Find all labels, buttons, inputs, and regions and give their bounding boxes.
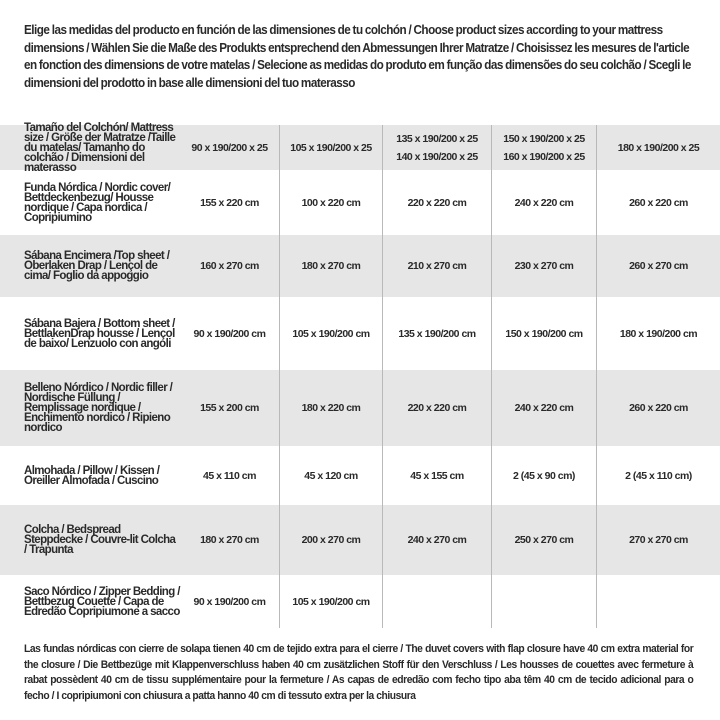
row-top-sheet: Sábana Encimera /Top sheet / Oberlaken D… (0, 235, 720, 297)
product-label: Saco Nórdico / Zipper Bedding / Bettbezu… (24, 585, 180, 618)
size-cell: 200 x 270 cm (280, 505, 383, 575)
mattress-size-value: 150 x 190/200 x 25 (503, 132, 585, 145)
size-cell: 90 x 190/200 cm (180, 297, 280, 370)
size-cell: 160 x 270 cm (180, 235, 280, 297)
size-cell: 210 x 270 cm (383, 235, 492, 297)
row-bottom-sheet: Sábana Bajera / Bottom sheet / Bettlaken… (0, 297, 720, 370)
mattress-size-value: 135 x 190/200 x 25 (396, 132, 478, 145)
row-zipper-bedding: Saco Nórdico / Zipper Bedding / Bettbezu… (0, 575, 720, 628)
size-cell: 90 x 190/200 cm (180, 575, 280, 628)
mattress-size-value: 180 x 190/200 x 25 (617, 141, 700, 154)
size-cell: 155 x 200 cm (180, 370, 280, 446)
size-cell (597, 575, 720, 628)
product-label: Sábana Encimera /Top sheet / Oberlaken D… (24, 250, 170, 282)
row-pillow: Almohada / Pillow / Kissen / Oreiller Al… (0, 446, 720, 505)
mattress-size-value: 105 x 190/200 x 25 (290, 141, 372, 154)
footer-note: Las fundas nórdicas con cierre de solapa… (24, 643, 694, 702)
size-cell: 260 x 220 cm (629, 196, 688, 209)
size-cell: 45 x 155 cm (383, 446, 492, 505)
size-cell: 240 x 220 cm (492, 170, 597, 235)
row-duvet-filler: Belleno Nórdico / Nordic filler / Nordis… (0, 370, 720, 446)
size-cell: 230 x 270 cm (492, 235, 597, 297)
size-cell: 135 x 190/200 cm (383, 297, 492, 370)
size-cell: 105 x 190/200 cm (280, 575, 383, 628)
mattress-size-value: 90 x 190/200 x 25 (191, 141, 268, 154)
product-label: Belleno Nórdico / Nordic filler / Nordis… (24, 382, 173, 434)
size-cell: 105 x 190/200 cm (280, 297, 383, 370)
header-mattress-size: 135 x 190/200 x 25 140 x 190/200 x 25 (383, 125, 492, 170)
product-label: Almohada / Pillow / Kissen / Oreiller Al… (24, 464, 160, 487)
mattress-size-value: 160 x 190/200 x 25 (503, 150, 585, 163)
size-table: Tamaño del Colchón/ Mattress size / Größ… (0, 121, 720, 628)
header-mattress-size: 180 x 190/200 x 25 (597, 125, 720, 170)
size-cell: 270 x 270 cm (629, 534, 688, 546)
header-mattress-size: 90 x 190/200 x 25 (180, 125, 280, 170)
size-cell: 45 x 110 cm (180, 446, 280, 505)
size-cell: 260 x 270 cm (629, 260, 688, 272)
size-cell: 260 x 220 cm (629, 402, 688, 414)
size-cell: 220 x 220 cm (383, 370, 492, 446)
product-label: Funda Nórdica / Nordic cover/ Bettdecken… (24, 181, 171, 224)
intro-text: Elige las medidas del producto en funció… (24, 23, 691, 90)
size-cell: 240 x 270 cm (383, 505, 492, 575)
size-cell: 250 x 270 cm (492, 505, 597, 575)
size-cell: 2 (45 x 110 cm) (625, 469, 692, 482)
size-cell: 220 x 220 cm (383, 170, 492, 235)
size-cell: 2 (45 x 90 cm) (492, 446, 597, 505)
size-cell: 180 x 220 cm (280, 370, 383, 446)
size-cell (492, 575, 597, 628)
size-cell: 100 x 220 cm (280, 170, 383, 235)
size-cell (383, 575, 492, 628)
size-cell: 180 x 190/200 cm (619, 327, 698, 340)
header-mattress-size: 105 x 190/200 x 25 (280, 125, 383, 170)
header-mattress-size: 150 x 190/200 x 25 160 x 190/200 x 25 (492, 125, 597, 170)
row-duvet-cover: Funda Nórdica / Nordic cover/ Bettdecken… (0, 170, 720, 235)
size-cell: 45 x 120 cm (280, 446, 383, 505)
mattress-size-value: 140 x 190/200 x 25 (396, 150, 478, 163)
header-row: Tamaño del Colchón/ Mattress size / Größ… (0, 121, 720, 174)
size-cell: 240 x 220 cm (492, 370, 597, 446)
size-cell: 180 x 270 cm (180, 505, 280, 575)
size-cell: 180 x 270 cm (280, 235, 383, 297)
row-bedspread: Colcha / Bedspread Steppdecke / Couvre-l… (0, 505, 720, 575)
product-label: Sábana Bajera / Bottom sheet / Bettlaken… (24, 317, 175, 350)
size-cell: 155 x 220 cm (180, 170, 280, 235)
header-label: Tamaño del Colchón/ Mattress size / Größ… (24, 121, 176, 174)
size-cell: 150 x 190/200 cm (492, 297, 597, 370)
product-label: Colcha / Bedspread Steppdecke / Couvre-l… (24, 524, 176, 556)
